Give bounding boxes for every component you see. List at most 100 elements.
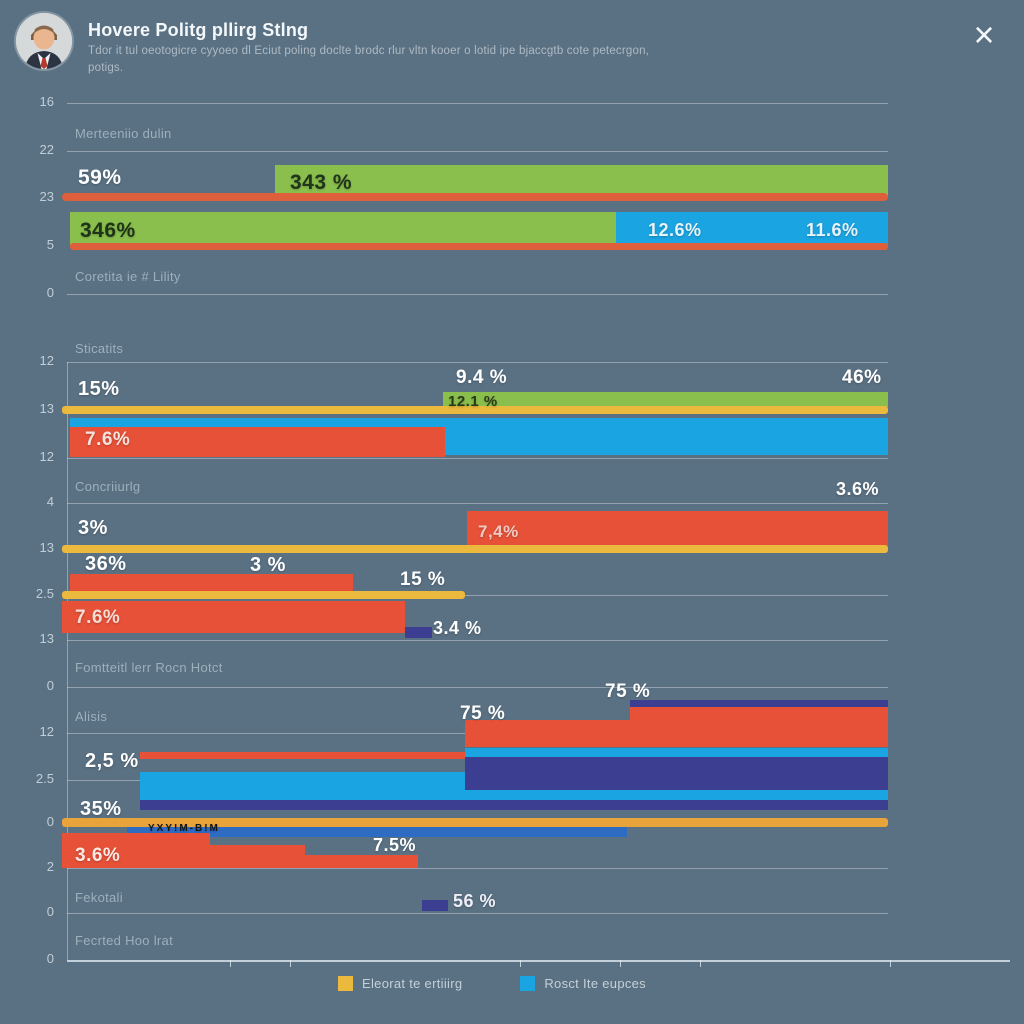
value-label: 7,4% <box>478 522 519 541</box>
bar <box>405 627 432 638</box>
bar <box>62 545 888 553</box>
value-label: 2,5 % <box>85 750 139 772</box>
x-axis-line <box>67 960 1010 962</box>
legend-item-1[interactable]: Eleorat te ertiiirg <box>338 976 462 991</box>
value-label: 59% <box>78 166 122 189</box>
dialog-subtitle-line2: potigs. <box>88 62 124 74</box>
gridline <box>67 362 888 363</box>
bar <box>140 800 888 810</box>
bar <box>630 707 888 747</box>
section-label: Sticatits <box>75 341 124 356</box>
bar <box>127 827 627 837</box>
bar <box>62 406 888 414</box>
bar <box>305 855 418 868</box>
gridline <box>67 503 888 504</box>
bar <box>465 720 630 747</box>
section-label: Fekotali <box>75 890 123 905</box>
tick-label: 0 <box>46 285 54 300</box>
bar <box>275 165 888 197</box>
bar <box>443 392 888 407</box>
legend-swatch-icon <box>520 976 536 991</box>
avatar-portrait <box>16 13 72 69</box>
value-label: 3.6% <box>836 479 880 499</box>
bar <box>210 845 305 868</box>
gridline <box>67 458 888 459</box>
bar <box>70 427 445 457</box>
bar <box>465 748 888 757</box>
value-label: 3.4 % <box>433 618 482 638</box>
legend-item-2[interactable]: Rosct Ite eupces <box>520 976 646 991</box>
section-label: Alisis <box>75 709 108 724</box>
gridline <box>67 151 888 152</box>
value-label: 75 % <box>460 703 506 724</box>
value-label: 3.6% <box>75 845 121 866</box>
value-label: 343 % <box>290 171 353 194</box>
value-label: 35% <box>80 798 122 820</box>
tick-label: 2 <box>46 859 54 874</box>
bar <box>422 900 448 911</box>
tick-label: 0 <box>46 904 54 919</box>
tick-label: 2.5 <box>35 771 54 786</box>
bar <box>62 833 210 868</box>
section-label: Concriiurlg <box>75 479 141 494</box>
tick-label: 5 <box>46 237 54 252</box>
tick-label: 0 <box>46 814 54 829</box>
legend-label: Rosct Ite eupces <box>544 976 646 991</box>
value-label: 3% <box>78 517 108 539</box>
value-label: 36% <box>85 553 127 575</box>
gridline <box>67 294 888 295</box>
section-label: Merteeniio dulin <box>75 126 172 141</box>
axis-tick <box>230 960 231 967</box>
value-label: 11.6% <box>806 220 859 240</box>
dialog-title: Hovere Politg pllirg Stlng <box>88 20 309 40</box>
dialog-header: Hovere Politg pllirg Stlng Tdor it tul o… <box>0 0 1024 90</box>
bar <box>616 212 888 245</box>
bar <box>62 601 405 633</box>
bar <box>70 212 616 245</box>
tick-label: 13 <box>39 401 54 416</box>
close-button[interactable]: × <box>962 10 1006 60</box>
bar <box>62 818 888 827</box>
tick-label: 2.5 <box>35 586 54 601</box>
bar <box>467 511 888 546</box>
bar <box>62 591 465 599</box>
gridline <box>67 103 888 104</box>
value-label: 56 % <box>453 891 497 911</box>
dialog-subtitle-line1: Tdor it tul oeotogicre cyyoeo dl Eciut p… <box>88 45 650 57</box>
value-label: 346% <box>80 219 136 242</box>
axis-tick <box>890 960 891 967</box>
axis-tick <box>520 960 521 967</box>
value-label: 9.4 % <box>456 367 508 388</box>
legend-label: Eleorat te ertiiirg <box>362 976 463 991</box>
value-label: 7.6% <box>75 607 121 628</box>
value-label: 12.6% <box>648 220 702 240</box>
tick-label: 16 <box>39 94 54 109</box>
gridline <box>67 913 888 914</box>
value-label: 75 % <box>605 681 651 702</box>
axis-tick <box>290 960 291 967</box>
bar <box>62 193 888 201</box>
gridline <box>67 640 888 641</box>
value-label: 46% <box>842 367 882 388</box>
value-label: 3 % <box>250 554 286 576</box>
bar <box>70 574 353 595</box>
tick-label: 12 <box>39 724 54 739</box>
section-label: Fomtteitl lerr Rocn Hotct <box>75 660 223 675</box>
gridline <box>67 595 888 596</box>
close-icon: × <box>973 14 995 55</box>
tick-label: 0 <box>46 951 54 966</box>
value-label: 7.5% <box>373 835 417 855</box>
tick-label: 12 <box>39 353 54 368</box>
gridline <box>67 687 888 688</box>
avatar <box>16 13 72 69</box>
tick-label: 4 <box>46 494 54 509</box>
value-label: 7.6% <box>85 429 131 450</box>
gridline <box>67 868 888 869</box>
tick-label: 22 <box>39 142 54 157</box>
section-label: Fecrted Hoo lrat <box>75 933 174 948</box>
section-label: Coretita ie # Lility <box>75 269 181 284</box>
value-label: 15% <box>78 378 120 400</box>
legend-swatch-icon <box>338 976 353 991</box>
bar <box>140 752 465 759</box>
